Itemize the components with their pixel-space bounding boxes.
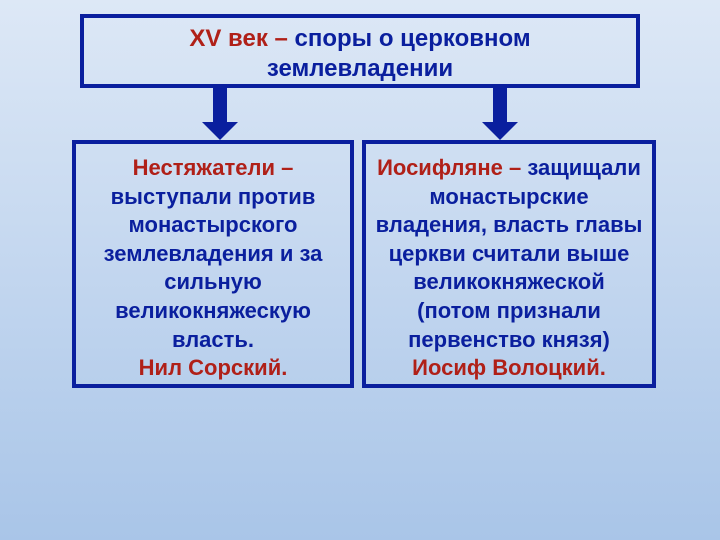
branch-left-highlight: Нестяжатели – — [133, 155, 294, 180]
diagram-canvas: XV век – споры о церковном землевладении… — [0, 0, 720, 540]
branch-right-footer: Иосиф Волоцкий. — [412, 355, 606, 380]
arrow-left-stem — [213, 88, 227, 122]
title-highlight: XV век – — [189, 25, 294, 52]
title-rest: споры о церковном землевладении — [267, 25, 531, 82]
branch-right: Иосифляне – защищали монастырские владен… — [362, 140, 656, 388]
arrow-right-stem — [493, 88, 507, 122]
branch-left-body: выступали против монастырского землевлад… — [104, 184, 323, 352]
branch-left: Нестяжатели – выступали против монастырс… — [72, 140, 354, 388]
branch-right-highlight: Иосифляне – — [377, 155, 527, 180]
arrow-right-head — [482, 122, 518, 140]
arrow-left-head — [202, 122, 238, 140]
title-box: XV век – споры о церковном землевладении — [80, 14, 640, 88]
branch-right-body: защищали монастырские владения, власть г… — [376, 155, 643, 352]
branch-left-footer: Нил Сорский. — [139, 355, 288, 380]
